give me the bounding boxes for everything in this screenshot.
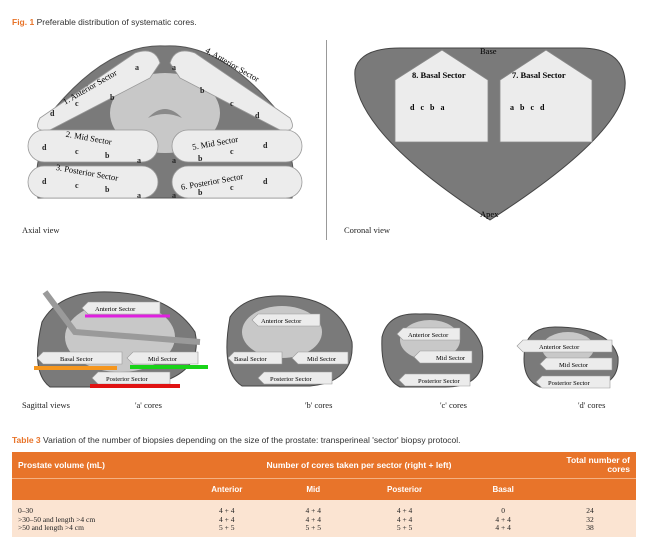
cell-volume: 0–30 [12,500,174,516]
coronal-apex-label: Apex [480,209,499,219]
axial-core-letter: b [200,86,205,95]
axial-core-letter: d [42,177,47,186]
cell-basal: 4 + 4 [462,515,544,524]
table-caption-text: Variation of the number of biopsies depe… [43,435,461,445]
coronal-view-label: Coronal view [344,225,391,235]
axial-core-letter: c [75,181,79,190]
figure-label: Fig. 1 [12,17,35,27]
table-row: >50 and length >4 cm 5 + 5 5 + 5 5 + 5 4… [12,523,636,537]
sagittal-b-anterior: Anterior Sector [261,318,302,325]
cell-total: 38 [544,523,636,537]
table-row: >30–50 and length >4 cm 4 + 4 4 + 4 4 + … [12,515,636,524]
axial-core-letter: d [255,111,260,120]
sagittal-c-posterior: Posterior Sector [418,378,461,385]
axial-core-letter: c [230,147,234,156]
sagittal-panel-a: Anterior Sector Basal Sector Mid Sector … [34,290,208,388]
axial-core-letter: d [263,141,268,150]
sagittal-d-mid: Mid Sector [559,362,589,369]
subheader-basal: Basal [462,477,544,500]
cell-volume: >50 and length >4 cm [12,523,174,537]
sagittal-view-label: Sagittal views [22,400,70,410]
axial-core-letter: b [198,154,203,163]
sagittal-caption-a: 'a' cores [135,400,162,410]
axial-core-letter: a [137,191,141,200]
axial-core-letter: a [137,156,141,165]
table-row: 0–30 4 + 4 4 + 4 4 + 4 0 24 [12,500,636,516]
sagittal-c-mid: Mid Sector [436,355,466,362]
cell-mid: 5 + 5 [279,523,347,537]
axial-core-letter: a [135,63,139,72]
sagittal-panel-b: Anterior Sector Basal Sector Mid Sector … [226,295,353,387]
cell-posterior: 4 + 4 [346,515,463,524]
subheader-anterior: Anterior [174,477,280,500]
axial-view-diagram: 1. Anterior Sector 4. Anterior Sector 2.… [27,45,303,200]
figure-caption-text: Preferable distribution of systematic co… [36,17,197,27]
sagittal-a-anterior: Anterior Sector [95,306,136,313]
sagittal-a-posterior: Posterior Sector [106,376,149,383]
coronal-view-diagram: Base Apex 8. Basal Sector 7. Basal Secto… [354,46,626,221]
table-label: Table 3 [12,435,41,445]
coronal-sector-8: 8. Basal Sector [412,70,466,80]
axial-core-letter: d [42,143,47,152]
axial-core-letter: c [75,147,79,156]
axial-core-letter: a [172,191,176,200]
header-total: Total number of cores [544,452,636,478]
axial-view-label: Axial view [22,225,60,235]
biopsy-table: Prostate volume (mL) Number of cores tak… [12,452,636,537]
coronal-sector-7: 7. Basal Sector [512,70,566,80]
sagittal-c-anterior: Anterior Sector [408,332,449,339]
sagittal-caption-d: 'd' cores [578,400,606,410]
cell-volume: >30–50 and length >4 cm [12,515,174,524]
divider [326,40,327,240]
sagittal-panel-d: Anterior Sector Mid Sector Posterior Sec… [516,326,619,389]
sagittal-b-posterior: Posterior Sector [270,376,313,383]
sagittal-views-diagram: Anterior Sector Basal Sector Mid Sector … [34,290,619,389]
cell-posterior: 4 + 4 [346,500,463,516]
subheader-posterior: Posterior [346,477,463,500]
sagittal-a-mid: Mid Sector [148,356,178,363]
cell-total: 24 [544,500,636,516]
axial-core-letter: b [110,93,115,102]
axial-core-letter: b [105,185,110,194]
axial-core-letter: d [263,177,268,186]
axial-core-letter: d [50,109,55,118]
sagittal-d-posterior: Posterior Sector [548,380,591,387]
axial-core-letter: c [230,99,234,108]
cell-mid: 4 + 4 [279,515,347,524]
sagittal-d-anterior: Anterior Sector [539,344,580,351]
coronal-right-cores: a b c d [510,103,545,112]
figure-caption: Fig. 1 Preferable distribution of system… [12,17,197,27]
sagittal-caption-b: 'b' cores [305,400,333,410]
sagittal-b-basal: Basal Sector [234,356,268,363]
cell-anterior: 4 + 4 [174,500,280,516]
axial-core-letter: b [198,188,203,197]
coronal-left-cores: d c b a [410,103,444,112]
axial-core-letter: c [75,99,79,108]
header-cores-per-sector: Number of cores taken per sector (right … [174,452,544,478]
sagittal-b-mid: Mid Sector [307,356,337,363]
cell-posterior: 5 + 5 [346,523,463,537]
axial-core-letter: a [172,156,176,165]
cell-mid: 4 + 4 [279,500,347,516]
cell-anterior: 5 + 5 [174,523,280,537]
cell-anterior: 4 + 4 [174,515,280,524]
table-caption: Table 3 Variation of the number of biops… [12,435,461,445]
axial-core-letter: c [230,183,234,192]
header-volume: Prostate volume (mL) [12,452,174,478]
coronal-base-label: Base [480,46,497,56]
sagittal-panel-c: Anterior Sector Mid Sector Posterior Sec… [381,313,484,388]
axial-core-letter: a [172,63,176,72]
sagittal-a-basal: Basal Sector [60,356,94,363]
sagittal-caption-c: 'c' cores [440,400,467,410]
subheader-mid: Mid [279,477,347,500]
cell-basal: 0 [462,500,544,516]
cell-total: 32 [544,515,636,524]
axial-core-letter: b [105,151,110,160]
cell-basal: 4 + 4 [462,523,544,537]
